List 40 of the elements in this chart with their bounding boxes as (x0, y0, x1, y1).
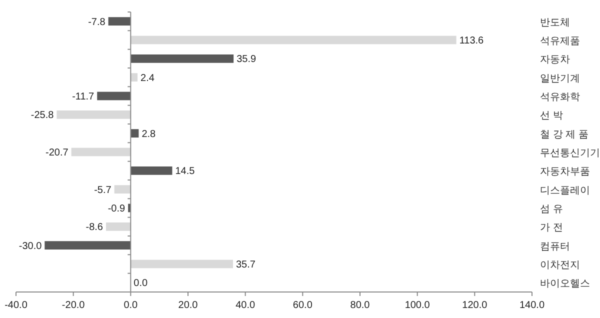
y-tick-label: 반도체 (540, 17, 570, 28)
y-tick-label: 바이오헬스 (540, 278, 590, 290)
x-tick-label: -40.0 (4, 300, 28, 311)
x-tick-label: 20.0 (178, 300, 198, 311)
y-tick-label: 석유제품 (540, 36, 580, 47)
x-tick-label: 140.0 (519, 300, 545, 311)
x-tick-label: 80.0 (350, 300, 370, 311)
data-label: 35.9 (236, 54, 256, 66)
x-tick-label: -20.0 (62, 300, 86, 311)
x-tick-label: 60.0 (292, 300, 313, 311)
data-label: -7.8 (88, 16, 106, 28)
y-tick-label: 철 강 제 품 (540, 129, 588, 140)
y-tick-label: 섬 유 (540, 204, 563, 215)
y-tick-label: 가 전 (540, 222, 563, 234)
data-label: -0.9 (108, 204, 126, 214)
y-tick-label: 자동차 (540, 54, 570, 66)
y-tick-label: 일반기계 (540, 73, 580, 84)
y-tick-label: 석유화학 (540, 92, 580, 103)
data-label: -30.0 (18, 240, 42, 252)
data-label: -5.7 (94, 184, 112, 196)
x-tick-label: 100.0 (404, 300, 430, 311)
data-label: 0.0 (134, 278, 148, 290)
y-tick-label: 컴퓨터 (540, 241, 570, 252)
x-tick-label: 0.0 (124, 300, 138, 311)
data-label: -8.6 (86, 222, 104, 234)
x-tick-label: 120.0 (462, 300, 488, 311)
y-tick-label: 선 박 (540, 110, 563, 122)
y-tick-label: 이차전지 (540, 260, 580, 271)
data-label: 2.4 (140, 72, 155, 84)
data-label: -11.7 (72, 92, 95, 102)
y-tick-label: 자동차부품 (540, 166, 590, 178)
y-tick-label: 무선통신기기 (540, 148, 600, 159)
data-label: 2.8 (142, 128, 156, 140)
data-label: 113.6 (459, 36, 484, 46)
data-label: 14.5 (175, 166, 196, 178)
y-tick-label: 디스플레이 (540, 185, 590, 196)
data-label: -20.7 (46, 148, 69, 158)
data-label: 35.7 (236, 260, 256, 270)
data-label: -25.8 (30, 110, 54, 122)
x-tick-label: 40.0 (236, 300, 256, 311)
